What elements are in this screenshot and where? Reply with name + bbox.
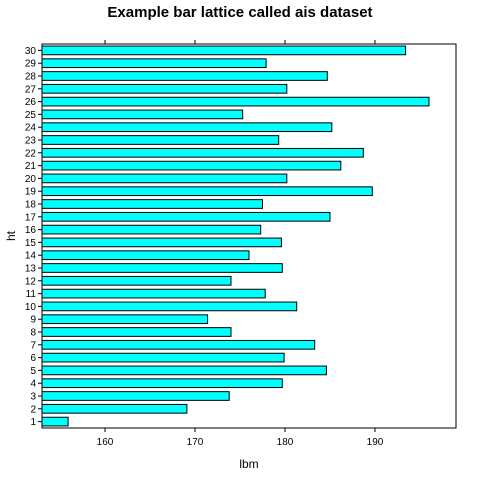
- y-tick-label: 27: [25, 84, 37, 95]
- y-tick-label: 1: [30, 417, 36, 428]
- bar: [41, 416, 69, 427]
- y-tick-label: 22: [25, 148, 37, 159]
- y-tick-label: 6: [30, 353, 36, 364]
- y-tick-label: 24: [25, 123, 37, 134]
- x-tick-label: 160: [97, 437, 114, 448]
- bar: [41, 237, 282, 248]
- bar: [41, 288, 266, 299]
- y-tick-label: 16: [25, 225, 37, 236]
- bar: [41, 391, 230, 401]
- chart-title: Example bar lattice called ais dataset: [107, 4, 372, 21]
- y-tick-label: 4: [30, 379, 36, 390]
- bar: [41, 224, 262, 235]
- bar: [41, 314, 209, 325]
- y-tick-label: 5: [30, 366, 36, 377]
- x-tick-label: 190: [367, 437, 384, 448]
- y-tick-label: 25: [25, 110, 37, 121]
- bar: [41, 263, 283, 273]
- y-tick-label: 11: [26, 289, 37, 300]
- y-tick-label: 3: [30, 392, 36, 403]
- plot-area: [41, 43, 457, 429]
- y-tick-label: 14: [25, 251, 37, 262]
- bar: [41, 327, 232, 337]
- bar: [41, 352, 285, 363]
- bar: [41, 378, 283, 389]
- y-tick-label: 29: [25, 59, 37, 70]
- y-axis-label: ht: [4, 230, 18, 241]
- y-tick-label: 23: [25, 136, 37, 147]
- y-tick-label: 8: [30, 328, 36, 339]
- y-tick-label: 12: [25, 276, 37, 287]
- y-tick-label: 10: [25, 302, 37, 313]
- y-tick-label: 18: [25, 200, 37, 211]
- y-tick-label: 9: [30, 315, 36, 326]
- bar: [41, 160, 342, 171]
- y-tick-label: 21: [25, 161, 37, 172]
- bar: [41, 58, 267, 69]
- bar: [41, 122, 333, 133]
- bar: [41, 339, 316, 350]
- x-tick-label: 180: [277, 437, 294, 448]
- bar: [41, 250, 250, 261]
- y-axis: 1234567891011121314151617181920212223242…: [25, 46, 42, 428]
- bar: [41, 365, 327, 376]
- bar: [41, 71, 328, 81]
- bar: [41, 135, 280, 145]
- x-tick-label: 170: [187, 437, 204, 448]
- y-tick-label: 26: [25, 97, 37, 108]
- y-tick-label: 28: [25, 72, 37, 83]
- y-tick-label: 20: [25, 174, 37, 185]
- y-tick-label: 30: [25, 46, 37, 57]
- bar: [41, 147, 364, 158]
- bar: [41, 45, 407, 56]
- bars: [41, 45, 430, 427]
- bar: [41, 96, 430, 107]
- x-axis-label: lbm: [239, 457, 258, 471]
- bar: [41, 83, 288, 94]
- bar: [41, 109, 244, 120]
- bar: [41, 199, 263, 209]
- y-tick-label: 7: [30, 340, 36, 351]
- x-axis: 160 170 180 190: [97, 40, 384, 448]
- plot-frame: [41, 43, 457, 429]
- bar: [41, 211, 331, 222]
- y-tick-label: 17: [25, 212, 37, 223]
- y-tick-label: 13: [25, 264, 37, 275]
- bar: [41, 275, 232, 286]
- bar: [41, 173, 288, 184]
- y-tick-label: 2: [30, 404, 36, 415]
- y-tick-label: 15: [25, 238, 37, 249]
- bar: [41, 403, 188, 414]
- y-tick-label: 19: [25, 187, 37, 198]
- bar: [41, 186, 373, 197]
- bar: [41, 301, 298, 312]
